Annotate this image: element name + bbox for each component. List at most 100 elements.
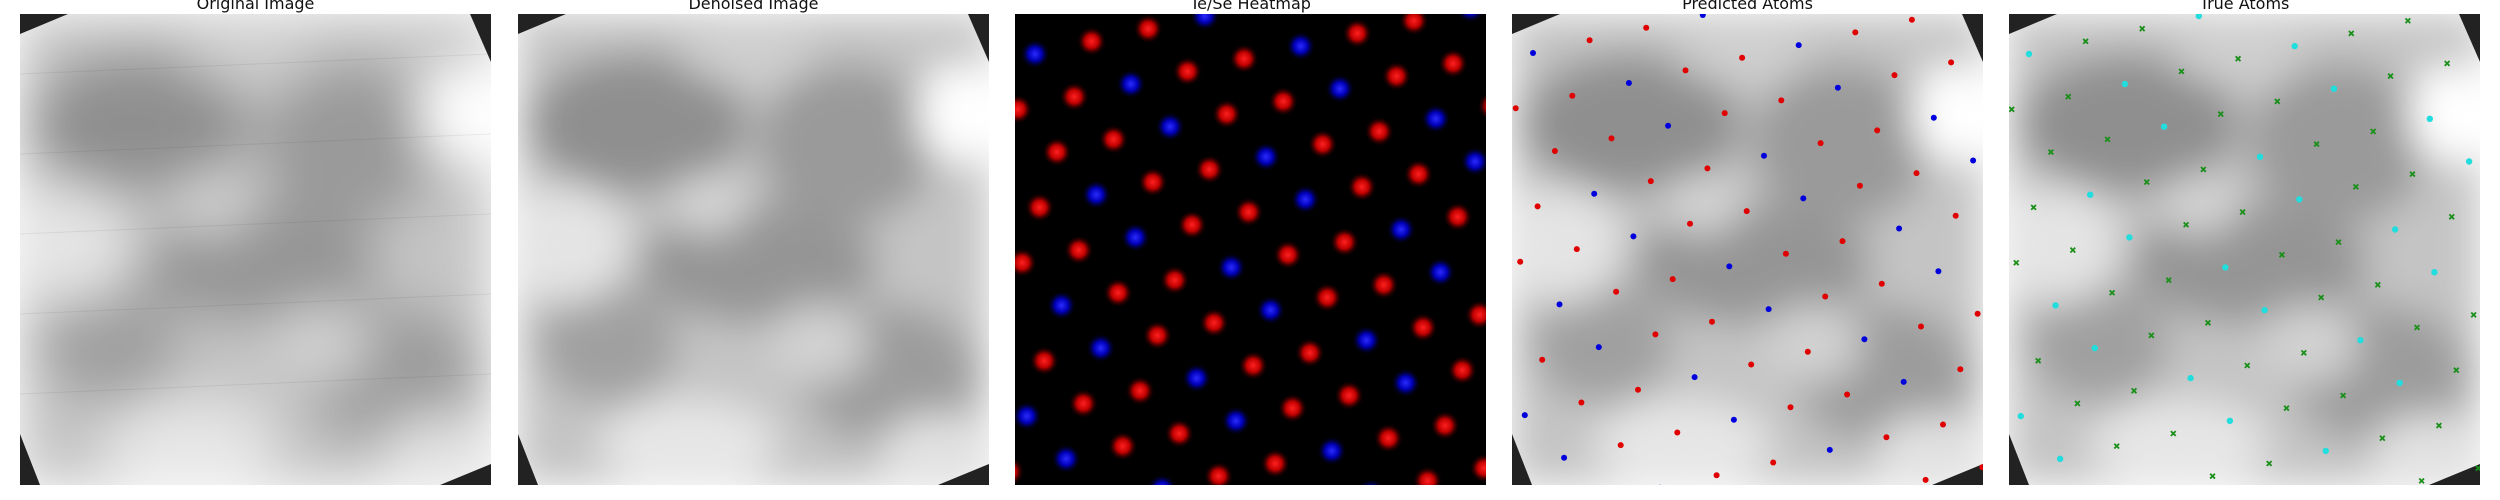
se-peak	[1181, 363, 1212, 394]
predicted-atom-te	[1822, 293, 1829, 300]
predicted-atom-te	[1874, 127, 1881, 134]
predicted-atom-te	[1713, 472, 1720, 479]
te-peak	[1364, 116, 1395, 147]
predicted-atom-te	[1578, 399, 1585, 406]
te-peak	[1133, 14, 1164, 44]
true-atom-te	[2217, 111, 2224, 118]
te-peak	[1477, 92, 1486, 120]
predicted-atom-te	[1922, 476, 1929, 483]
se-peak	[1115, 69, 1146, 99]
te-se-heatmap	[1015, 14, 1486, 485]
te-peak	[1015, 247, 1038, 278]
predicted-atom-te	[1908, 16, 1915, 23]
te-peak	[1015, 94, 1033, 125]
true-atom-te	[2109, 289, 2116, 296]
te-peak	[1334, 380, 1365, 411]
true-atom-te	[2379, 435, 2386, 442]
te-peak	[1442, 201, 1473, 232]
true-atom-se	[2431, 269, 2438, 276]
true-atom-te	[2030, 204, 2037, 211]
se-peak	[1460, 146, 1486, 177]
te-peak	[1238, 350, 1269, 381]
te-peak	[1059, 81, 1090, 112]
te-peak	[1447, 355, 1478, 386]
predicted-atom-se	[1726, 263, 1733, 270]
true-atom-te	[2374, 281, 2381, 288]
true-atom-se	[2357, 337, 2364, 344]
predicted-atom-te	[1891, 72, 1898, 79]
predicted-atom-te	[1687, 220, 1693, 227]
predicted-atom-se	[1861, 336, 1868, 343]
te-peak	[1024, 192, 1055, 223]
panel-heatmap: Te/Se Heatmap	[1015, 0, 1486, 500]
predicted-atom-te	[1682, 67, 1689, 74]
true-atom-te	[2300, 349, 2307, 356]
true-atom-te	[2409, 171, 2416, 178]
te-peak	[1029, 345, 1060, 376]
te-peak	[1125, 375, 1155, 406]
predicted-atom-te	[1770, 459, 1777, 466]
true-atom-te	[2047, 148, 2054, 156]
te-peak	[1107, 431, 1138, 462]
te-peak	[1464, 299, 1486, 330]
true-atom-se	[2187, 374, 2194, 382]
true-atom-te	[2139, 25, 2146, 32]
true-atom-se	[2222, 264, 2229, 271]
predicted-atom-te	[1952, 212, 1959, 219]
true-atom-se	[2396, 379, 2403, 387]
predicted-atom-te	[1940, 421, 1946, 428]
te-peak	[1294, 337, 1325, 368]
predicted-atom-te	[1586, 37, 1593, 44]
te-peak	[1233, 197, 1264, 228]
true-atom-te	[2418, 477, 2425, 484]
true-atom-te	[2453, 367, 2460, 374]
se-peak	[1390, 367, 1421, 398]
panel-title: Te/Se Heatmap	[1190, 0, 1311, 13]
te-peak	[1098, 124, 1129, 155]
te-peak	[1408, 312, 1438, 343]
te-peak	[1346, 171, 1377, 202]
true-atom-se	[2256, 153, 2264, 160]
predicted-atom-se	[1935, 268, 1942, 275]
se-peak	[1051, 443, 1082, 474]
true-atom-te	[2335, 239, 2342, 246]
predicted-atom-te	[1652, 331, 1659, 338]
true-atom-te	[2148, 332, 2155, 339]
true-atom-se	[2465, 158, 2473, 165]
true-atom-te	[2130, 387, 2138, 394]
true-atom-se	[2291, 42, 2298, 50]
predicted-atom-se	[1699, 14, 1706, 18]
te-peak	[1329, 227, 1360, 258]
predicted-atom-se	[1761, 152, 1767, 159]
se-peak	[1015, 401, 1042, 432]
predicted-atom-te	[1635, 386, 1641, 393]
true-atom-te	[2318, 294, 2325, 301]
predicted-atom-te	[1669, 276, 1676, 283]
se-peak	[1255, 295, 1286, 326]
predicted-atom-te	[1617, 442, 1624, 449]
te-peak	[1177, 209, 1207, 240]
true-atom-te	[2313, 141, 2320, 148]
se-peak	[1425, 257, 1456, 288]
se-peak	[1386, 214, 1417, 245]
te-peak	[1430, 410, 1460, 441]
predicted-atom-se	[1800, 195, 1807, 202]
true-atom-te	[2143, 179, 2150, 186]
predicted-atom-te	[1512, 105, 1519, 112]
predicted-atom-se	[1730, 416, 1737, 423]
te-peak	[1403, 159, 1434, 190]
true-atom-te	[2274, 98, 2281, 105]
true-atom-se	[2296, 196, 2303, 203]
true-atom-te	[2387, 73, 2394, 80]
predicted-atom-te	[1674, 429, 1681, 436]
se-peak	[1358, 478, 1384, 485]
true-atom-te	[2348, 30, 2355, 37]
te-peak	[1412, 465, 1443, 485]
true-atom-te	[2113, 443, 2120, 450]
true-atom-se	[2322, 447, 2329, 455]
panel-denoised-image: Denoised Image	[518, 0, 989, 500]
true-atom-te	[2035, 357, 2042, 364]
true-atom-se	[2017, 412, 2024, 420]
true-atom-se	[2391, 226, 2399, 233]
predicted-atom-te	[1883, 434, 1890, 441]
